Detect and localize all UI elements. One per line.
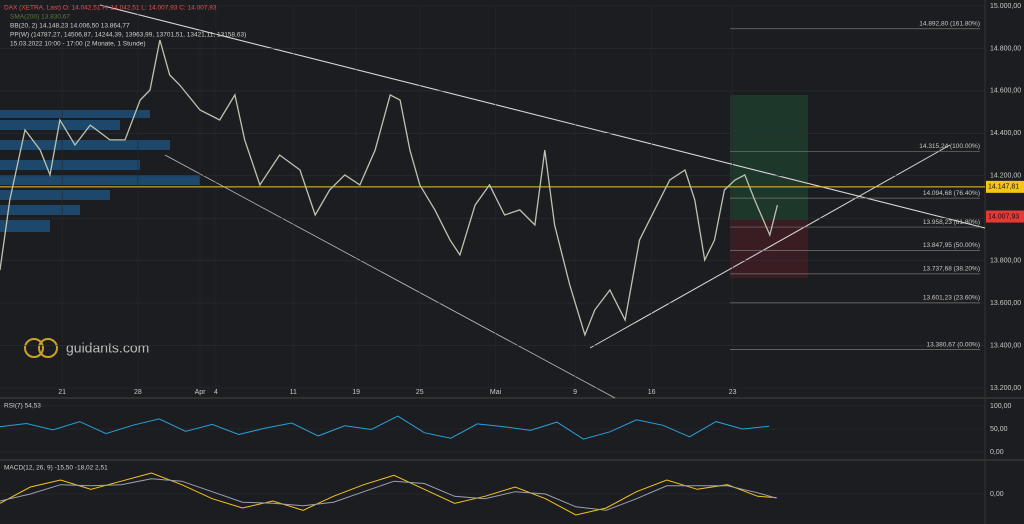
y-tick-label: 13.400,00: [990, 342, 1021, 349]
price-tag-label: 14.147,81: [988, 184, 1019, 191]
x-tick-label: 19: [352, 389, 360, 396]
y-tick-label: 0,00: [990, 491, 1004, 498]
trendline: [99, 4, 986, 229]
fib-label: 14.892,80 (161.80%): [919, 20, 980, 27]
fib-label: 13.601,23 (23.60%): [923, 295, 980, 302]
target-zone: [730, 95, 808, 220]
series-line: [0, 39, 779, 337]
indicator-label: BB(20, 2) 14.148,23 14.006,50 13.864,77: [10, 23, 130, 30]
x-tick-label: 28: [134, 389, 142, 396]
x-tick-label: Mai: [490, 389, 502, 396]
watermark: guidants.com: [24, 338, 149, 358]
indicator-label: PP(W) (14787,27, 14506,87, 14244,39, 139…: [10, 32, 246, 39]
trendline: [164, 154, 616, 399]
x-tick-label: 16: [648, 389, 656, 396]
y-tick-label: 14.600,00: [990, 88, 1021, 95]
series-line: [0, 415, 770, 440]
x-tick-label: 23: [729, 389, 737, 396]
x-tick-label: 21: [58, 389, 66, 396]
x-tick-label: 11: [290, 389, 297, 396]
fib-label: 13.737,68 (38.20%): [923, 266, 980, 273]
panel-title: DAX (XETRA, Last) O: 14.042,51 H: 14.042…: [4, 5, 217, 12]
panel-title: MACD(12, 26, 9) -15,50 -18,02 2,51: [4, 465, 108, 472]
y-tick-label: 14.200,00: [990, 173, 1021, 180]
trendline: [589, 144, 951, 349]
price-tag: [986, 210, 1024, 223]
y-tick-label: 13.800,00: [990, 258, 1021, 265]
x-tick-label: Apr: [195, 389, 207, 396]
stop-zone: [730, 220, 808, 278]
indicator-label: 15.03.2022 10:00 - 17:00 (2 Monate, 1 St…: [10, 41, 146, 48]
price-tag: [986, 180, 1024, 193]
y-tick-label: 14.400,00: [990, 130, 1021, 137]
y-tick-label: 15.000,00: [990, 3, 1021, 10]
fib-label: 14.094,68 (76.40%): [923, 190, 980, 197]
series-line: [0, 472, 777, 516]
price-tag-label: 14.007,93: [988, 213, 1019, 220]
y-tick-label: 0,00: [990, 449, 1004, 456]
indicator-label: SMA(200) 13.830,67: [10, 14, 70, 21]
y-tick-label: 13.600,00: [990, 300, 1021, 307]
y-tick-label: 14.800,00: [990, 45, 1021, 52]
fib-label: 13.847,95 (50.00%): [923, 242, 980, 249]
series-line: [0, 478, 777, 511]
y-tick-label: 13.200,00: [990, 385, 1021, 392]
x-tick-label: 9: [573, 389, 577, 396]
panel-title: RSI(7) 54,53: [4, 403, 41, 410]
fib-label: 13.380,67 (0.00%): [927, 341, 980, 348]
x-tick-label: 25: [416, 389, 424, 396]
volume-profile: [0, 110, 200, 232]
fib-label: 14.315,24 (100.00%): [919, 143, 980, 150]
x-tick-label: 4: [214, 389, 218, 396]
fib-label: 13.958,23 (61.80%): [923, 219, 980, 226]
y-tick-label: 100,00: [990, 403, 1012, 410]
watermark-text: guidants.com: [66, 340, 149, 356]
y-tick-label: 50,00: [990, 426, 1008, 433]
